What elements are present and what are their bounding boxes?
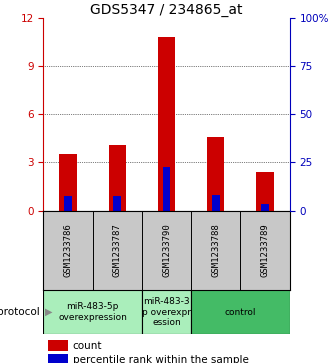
Bar (191, 290, 290, 334)
Text: GSM1233790: GSM1233790 (162, 224, 171, 277)
Bar (142, 290, 191, 334)
Text: protocol: protocol (0, 307, 40, 317)
Bar (59, 154, 77, 211)
Bar (163, 167, 170, 211)
Text: count: count (73, 340, 102, 351)
Text: miR-483-3
p overexpr
ession: miR-483-3 p overexpr ession (142, 297, 191, 327)
Bar (113, 196, 121, 211)
Bar (43, 290, 142, 334)
Bar (261, 204, 269, 211)
Bar (207, 137, 224, 211)
Bar (48, 354, 68, 363)
Bar (109, 145, 126, 211)
Text: GSM1233789: GSM1233789 (260, 224, 270, 277)
Text: GSM1233787: GSM1233787 (113, 224, 122, 277)
Text: GSM1233788: GSM1233788 (211, 224, 220, 277)
Bar (212, 195, 220, 211)
Bar (158, 37, 175, 211)
Text: percentile rank within the sample: percentile rank within the sample (73, 355, 249, 363)
Text: GSM1233786: GSM1233786 (63, 224, 73, 277)
Bar (48, 340, 68, 351)
Bar (256, 172, 274, 211)
Text: ▶: ▶ (45, 307, 53, 317)
Text: miR-483-5p
overexpression: miR-483-5p overexpression (58, 302, 127, 322)
Title: GDS5347 / 234865_at: GDS5347 / 234865_at (90, 3, 243, 17)
Bar (64, 196, 72, 211)
Text: control: control (225, 308, 256, 317)
